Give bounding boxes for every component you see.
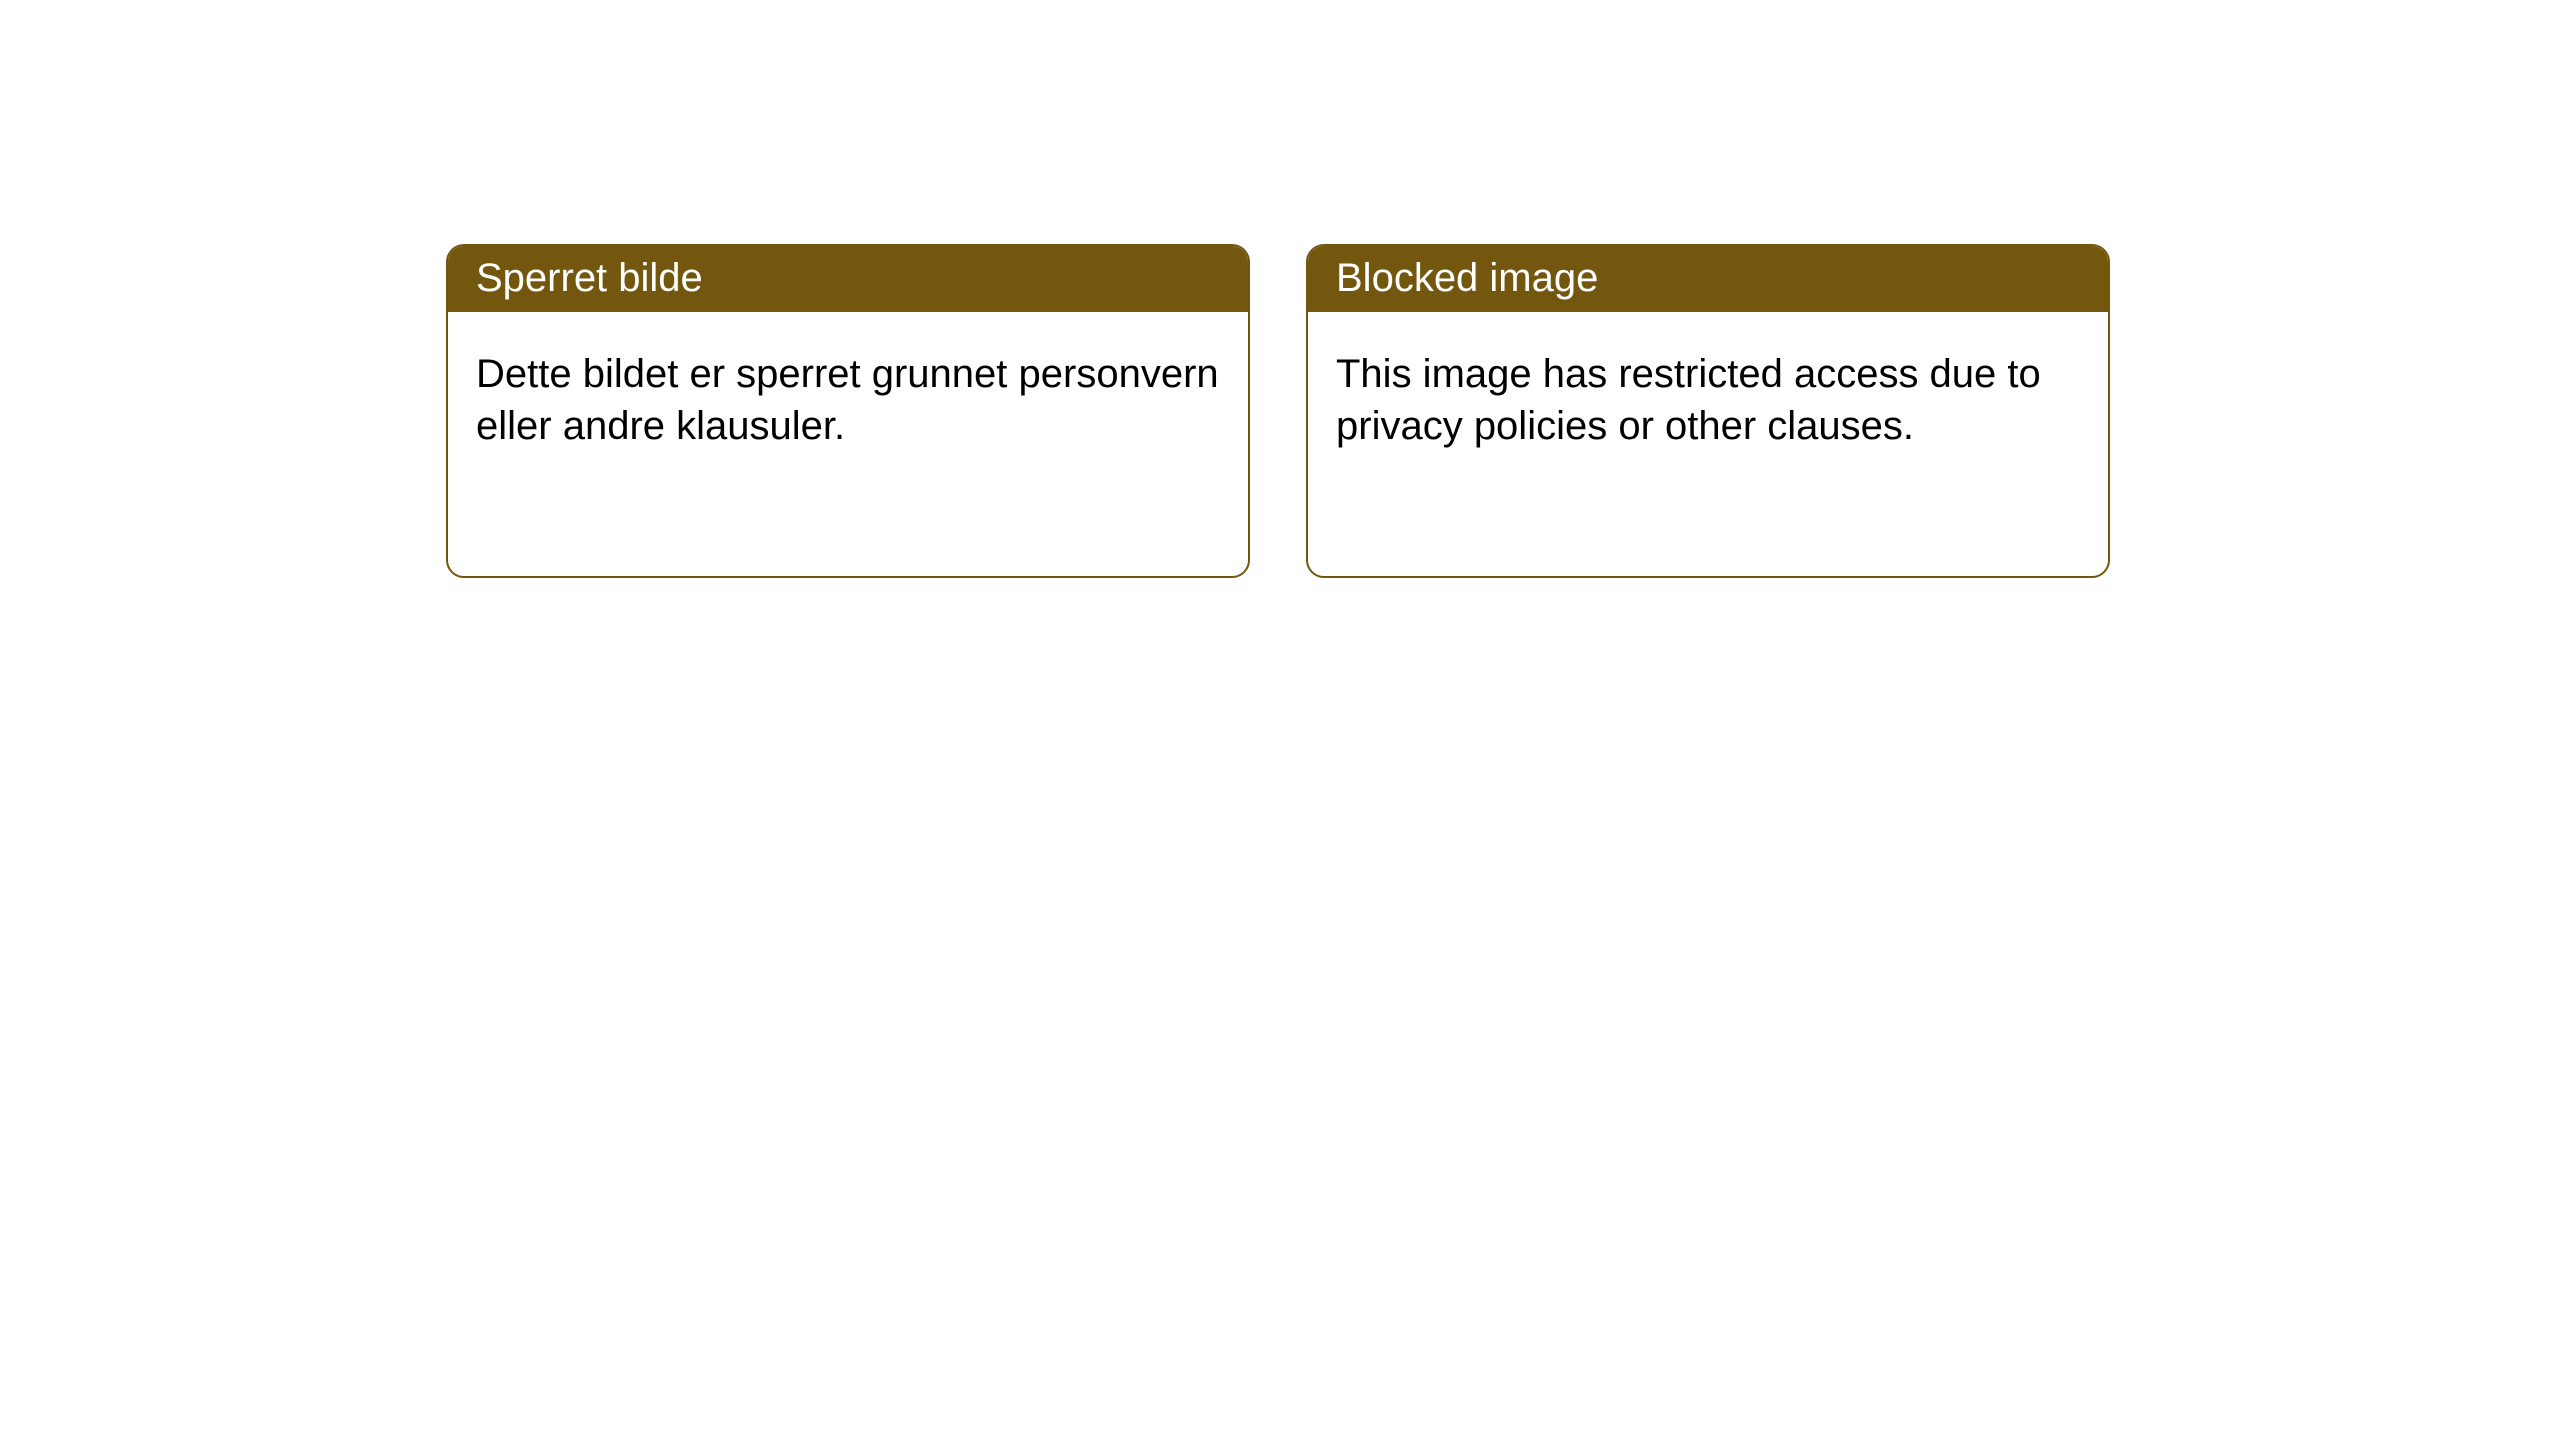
blocked-image-card-no: Sperret bilde Dette bildet er sperret gr… bbox=[446, 244, 1250, 578]
notice-container: Sperret bilde Dette bildet er sperret gr… bbox=[0, 0, 2560, 578]
card-body-text: Dette bildet er sperret grunnet personve… bbox=[476, 352, 1219, 448]
card-title: Blocked image bbox=[1336, 256, 1598, 300]
card-body: Dette bildet er sperret grunnet personve… bbox=[448, 312, 1248, 488]
card-header: Blocked image bbox=[1308, 246, 2108, 312]
card-header: Sperret bilde bbox=[448, 246, 1248, 312]
blocked-image-card-en: Blocked image This image has restricted … bbox=[1306, 244, 2110, 578]
card-body: This image has restricted access due to … bbox=[1308, 312, 2108, 488]
card-body-text: This image has restricted access due to … bbox=[1336, 352, 2041, 448]
card-title: Sperret bilde bbox=[476, 256, 703, 300]
